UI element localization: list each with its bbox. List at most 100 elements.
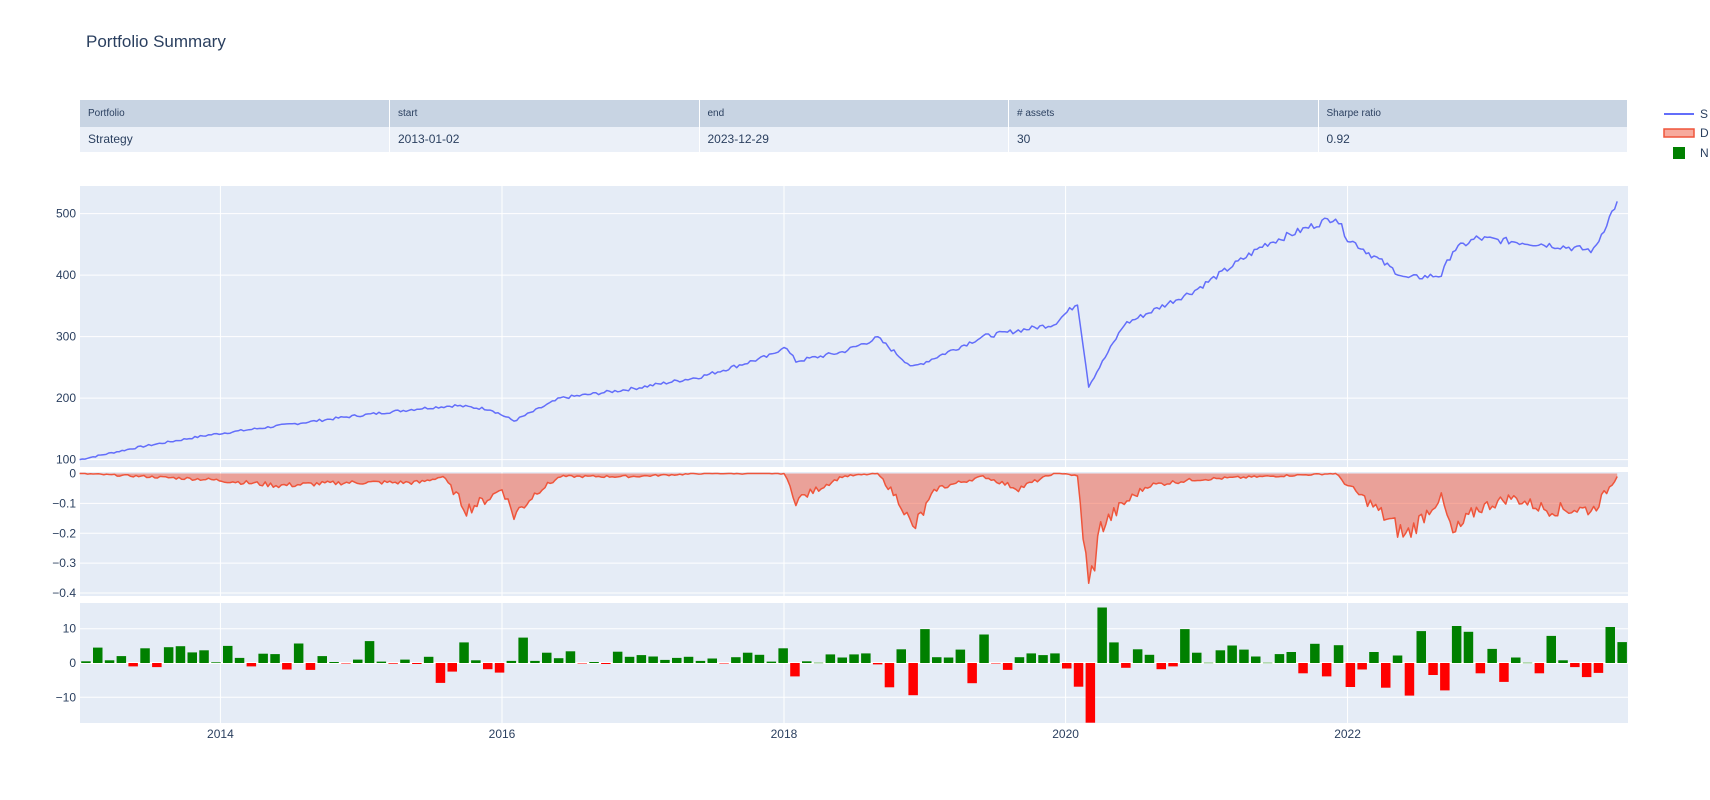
monthly-bar (1286, 652, 1296, 663)
monthly-bar (542, 652, 552, 663)
monthly-bar (967, 663, 977, 684)
monthly-bar (1085, 663, 1096, 723)
drawdown-y-tick-label: −0.3 (52, 556, 76, 570)
summary-header-row: Portfolio start end # assets Sharpe rati… (80, 100, 1628, 127)
monthly-bar (104, 660, 115, 663)
monthly-bar (1132, 649, 1143, 663)
monthly-bar (1558, 660, 1568, 663)
nav-y-tick-label: 300 (56, 330, 76, 344)
monthly-bar (435, 663, 446, 683)
monthly-bar (234, 657, 245, 663)
drawdown-y-tick-label: 0 (69, 466, 76, 480)
monthly-bar (353, 659, 363, 663)
chart-title: Portfolio Summary (86, 32, 226, 51)
monthly-bar (884, 663, 895, 688)
monthly-bar (707, 658, 717, 663)
monthly-bar (1144, 654, 1155, 663)
monthly-bar (1203, 662, 1214, 664)
monthly-bar (128, 663, 138, 667)
monthly-bar (1345, 663, 1356, 687)
monthly-bar (471, 660, 481, 663)
monthly-bar (624, 656, 635, 663)
monthly-bar (1617, 642, 1627, 663)
monthly-bar (1262, 662, 1273, 664)
x-tick-label: 2020 (1052, 727, 1079, 741)
legend-bar-swatch (1673, 147, 1685, 159)
monthly-bar (329, 662, 339, 663)
monthly-bar (1357, 663, 1367, 670)
monthly-bar (317, 656, 327, 663)
cell-sharpe: 0.92 (1318, 127, 1628, 152)
monthly-bar (1073, 663, 1084, 687)
monthly-bar (754, 654, 765, 663)
monthly-bar (1416, 631, 1426, 663)
monthly-bar (1534, 663, 1545, 674)
header-sharpe: Sharpe ratio (1318, 100, 1628, 127)
monthly-bar (1002, 663, 1013, 670)
monthly-bar (825, 654, 836, 663)
monthly-bar (163, 647, 174, 663)
monthly-bar (837, 657, 847, 663)
monthly-bar (731, 657, 741, 663)
monthly-bar (1038, 655, 1048, 663)
monthly-bar (577, 663, 587, 664)
monthly-bar (447, 663, 457, 672)
legend-label: N (1700, 146, 1709, 160)
header-assets: # assets (1008, 100, 1319, 127)
monthly-bar (1522, 662, 1533, 664)
legend-label: D (1700, 126, 1709, 140)
nav-y-tick-label: 400 (56, 268, 76, 282)
monthly-bar (695, 660, 706, 663)
monthly-bar (1215, 650, 1226, 663)
monthly-bar (1026, 653, 1036, 663)
monthly-bar (778, 648, 788, 663)
drawdown-y-tick-label: −0.2 (52, 526, 76, 540)
x-tick-label: 2018 (771, 727, 798, 741)
monthly-bar (565, 651, 576, 663)
monthly-bar (1239, 649, 1249, 663)
monthly-bar (589, 662, 599, 663)
monthly-bar (991, 663, 1001, 664)
monthly-bar (187, 652, 197, 663)
header-end: end (699, 100, 1009, 127)
monthly-bar (636, 655, 647, 663)
monthly-bar (400, 659, 410, 663)
cell-portfolio: Strategy (80, 127, 390, 152)
monthly-bar (423, 656, 434, 663)
monthly-bar (1298, 663, 1308, 674)
monthly-bar (376, 661, 387, 663)
summary-table: Portfolio start end # assets Sharpe rati… (80, 100, 1628, 152)
drawdown-y-tick-label: −0.1 (52, 496, 76, 510)
monthly-bar (506, 660, 517, 663)
monthly-bar (1593, 663, 1604, 673)
monthly-bar (93, 647, 103, 663)
monthly-bar (341, 663, 351, 664)
monthly-bar (1440, 663, 1450, 691)
monthly-bar (1333, 645, 1344, 663)
monthly-bar (612, 651, 623, 663)
nav-y-tick-label: 100 (56, 453, 76, 467)
monthly-y-tick-label: −10 (56, 690, 77, 704)
monthly-bar (979, 634, 989, 663)
monthly-bar (1475, 663, 1486, 674)
monthly-bar (955, 649, 966, 663)
monthly-bar (1499, 663, 1509, 682)
monthly-bar (766, 661, 777, 663)
monthly-bar (920, 629, 930, 663)
monthly-bar (648, 656, 658, 663)
monthly-bar (1227, 645, 1237, 663)
monthly-bar (1014, 657, 1025, 663)
monthly-bar (1156, 663, 1166, 670)
monthly-bar (1392, 655, 1403, 663)
monthly-bar (293, 643, 304, 663)
monthly-bar (1463, 631, 1474, 663)
monthly-bar (943, 657, 954, 663)
monthly-bar (1381, 663, 1391, 688)
monthly-bar (672, 657, 682, 663)
monthly-bar (683, 656, 694, 663)
nav-y-tick-label: 200 (56, 391, 76, 405)
monthly-bar (719, 663, 729, 664)
header-portfolio: Portfolio (80, 100, 390, 127)
monthly-bar (305, 663, 316, 670)
